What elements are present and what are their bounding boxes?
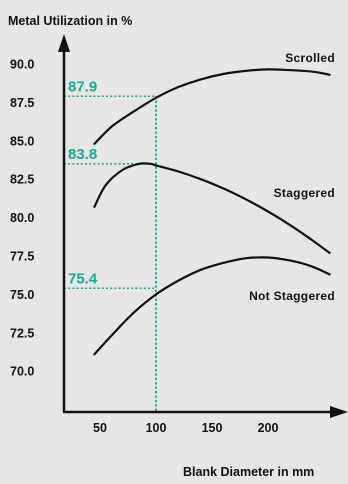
y-tick-label: 70.0 [10, 365, 34, 379]
y-axis-arrow-icon [58, 34, 70, 52]
x-tick-label: 50 [93, 421, 107, 435]
annotation-label: 87.9 [68, 78, 97, 95]
y-tick-label: 90.0 [10, 58, 34, 72]
annotation-guides [64, 95, 157, 412]
y-axis-title: Metal Utilization in % [8, 14, 132, 28]
annotation-label: 75.4 [68, 270, 98, 287]
series-line [93, 256, 331, 356]
series-labels: Scrolled Staggered Not Staggered [249, 51, 335, 303]
x-tick-label: 150 [202, 421, 223, 435]
y-tick-label: 75.0 [10, 288, 34, 302]
y-tick-labels: 90.0 87.5 85.0 82.5 80.0 77.5 75.0 72.5 70.0 [10, 58, 34, 379]
x-tick-labels: 50 100 150 200 [93, 421, 278, 435]
annotation-labels: 87.9 83.8 75.4 [68, 78, 98, 287]
y-tick-label: 85.0 [10, 134, 34, 148]
series-line [93, 162, 331, 254]
series-line [93, 68, 331, 145]
series-curves [93, 68, 331, 356]
y-tick-label: 72.5 [10, 326, 34, 340]
x-axis-arrow-icon [330, 406, 348, 418]
axes [58, 34, 348, 418]
x-tick-label: 100 [146, 421, 167, 435]
annotation-label: 83.8 [68, 146, 97, 163]
series-label: Not Staggered [249, 289, 335, 303]
y-tick-label: 80.0 [10, 211, 34, 225]
x-axis-title: Blank Diameter in mm [183, 465, 314, 479]
y-tick-label: 77.5 [10, 250, 34, 264]
y-tick-label: 87.5 [10, 96, 34, 110]
y-tick-label: 82.5 [10, 173, 34, 187]
x-tick-label: 200 [258, 421, 279, 435]
series-label: Scrolled [285, 51, 335, 65]
series-label: Staggered [274, 186, 335, 200]
